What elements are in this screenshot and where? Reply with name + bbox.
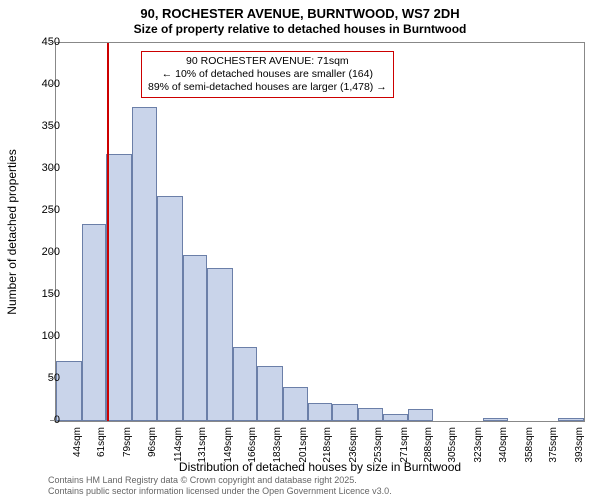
y-tick-mark [50,294,55,295]
histogram-bar [233,347,257,421]
histogram-bar [383,414,409,421]
histogram-bar [207,268,233,421]
histogram-bar [308,403,332,421]
histogram-bar [257,366,283,421]
annotation-line2: ← 10% of detached houses are smaller (16… [148,68,387,81]
y-tick-mark [50,420,55,421]
histogram-bar [358,408,382,421]
histogram-bar [132,107,156,421]
x-axis-ticks: 44sqm61sqm79sqm96sqm114sqm131sqm149sqm16… [55,425,585,465]
y-tick-mark [50,42,55,43]
y-tick-mark [50,378,55,379]
bars-layer [56,43,584,421]
histogram-bar [283,387,307,421]
chart-container: 90, ROCHESTER AVENUE, BURNTWOOD, WS7 2DH… [0,0,600,500]
histogram-bar [483,418,507,421]
footer-line2: Contains public sector information licen… [48,486,392,496]
chart-title-line2: Size of property relative to detached ho… [0,22,600,36]
y-tick-mark [50,210,55,211]
histogram-bar [106,154,132,421]
histogram-bar [332,404,358,421]
y-axis-label: Number of detached properties [5,67,19,232]
annotation-line3: 89% of semi-detached houses are larger (… [148,81,387,94]
y-tick-mark [50,84,55,85]
annotation-line1: 90 ROCHESTER AVENUE: 71sqm [148,55,387,68]
y-tick-mark [50,252,55,253]
y-tick-mark [50,126,55,127]
footer-line1: Contains HM Land Registry data © Crown c… [48,475,392,485]
histogram-bar [56,361,82,421]
x-axis-label: Distribution of detached houses by size … [55,460,585,474]
annotation-box: 90 ROCHESTER AVENUE: 71sqm ← 10% of deta… [141,51,394,98]
histogram-bar [183,255,207,421]
histogram-bar [558,418,584,421]
chart-title-line1: 90, ROCHESTER AVENUE, BURNTWOOD, WS7 2DH [0,6,600,21]
histogram-bar [157,196,183,421]
histogram-bar [408,409,432,421]
y-tick-mark [50,168,55,169]
property-marker-line [107,43,109,421]
histogram-bar [82,224,106,421]
plot-area: 90 ROCHESTER AVENUE: 71sqm ← 10% of deta… [55,42,585,422]
y-tick-mark [50,336,55,337]
footer-attribution: Contains HM Land Registry data © Crown c… [48,475,392,496]
